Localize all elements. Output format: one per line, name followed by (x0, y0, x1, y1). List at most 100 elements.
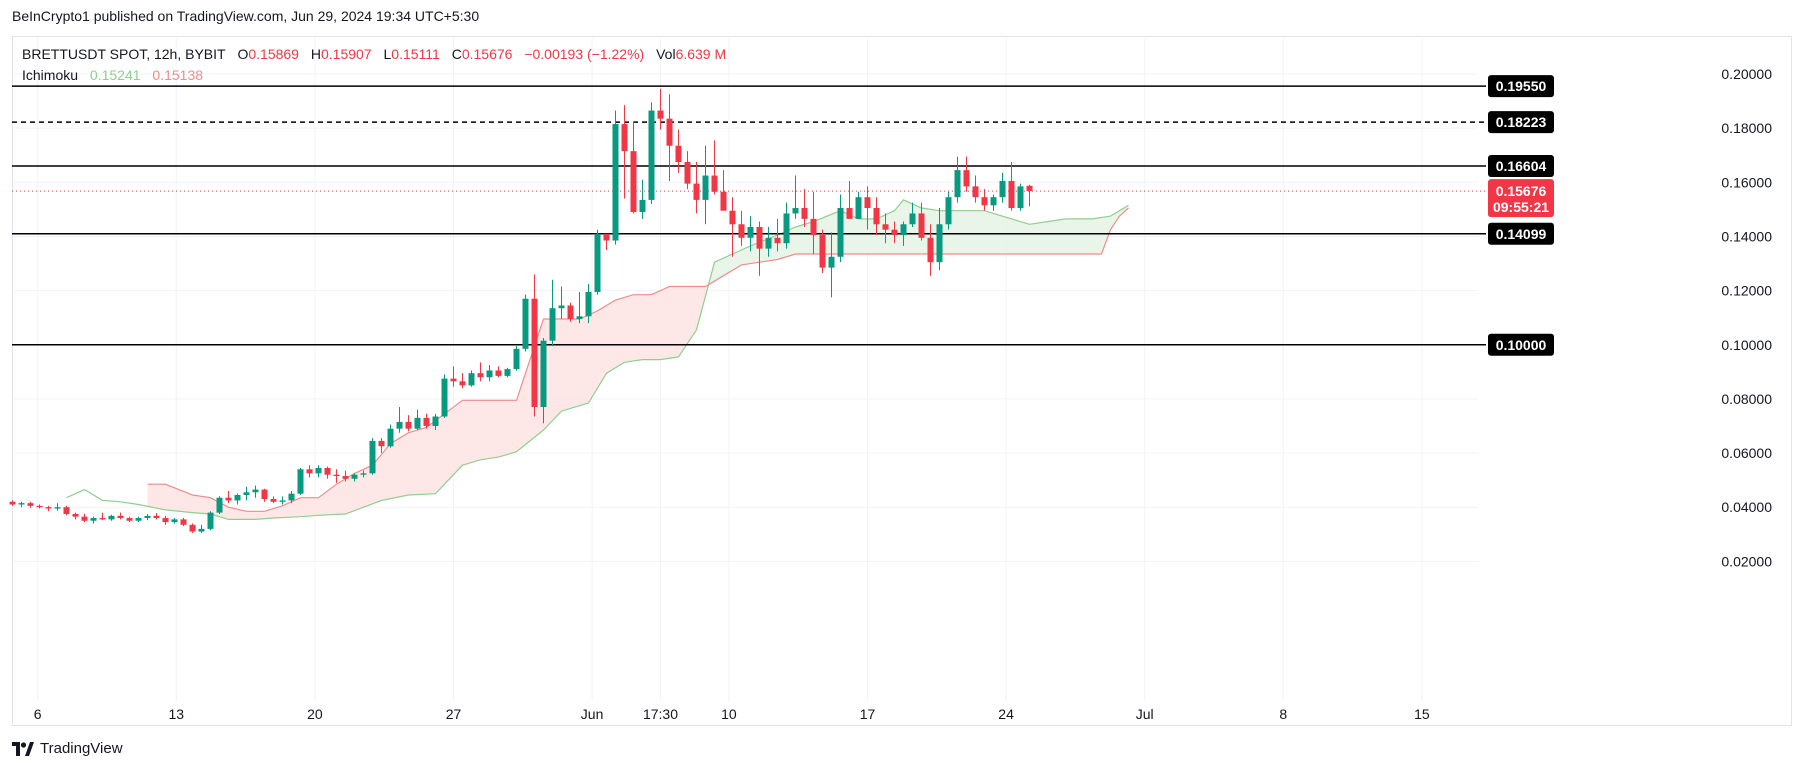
candle[interactable] (288, 490, 295, 504)
candle[interactable] (36, 504, 43, 509)
candle[interactable] (216, 496, 223, 514)
candle[interactable] (675, 129, 682, 173)
candle[interactable] (918, 202, 925, 241)
candle[interactable] (108, 514, 115, 521)
candle[interactable] (297, 467, 304, 496)
candle[interactable] (882, 213, 889, 244)
candle[interactable] (765, 226, 772, 257)
candle[interactable] (351, 473, 358, 482)
candle[interactable] (387, 424, 394, 448)
candle[interactable] (54, 503, 61, 511)
candle[interactable] (927, 224, 934, 276)
candle[interactable] (702, 145, 709, 225)
candle[interactable] (1026, 184, 1033, 207)
candle[interactable] (855, 191, 862, 219)
candle[interactable] (225, 490, 232, 504)
candle[interactable] (333, 469, 340, 483)
candle[interactable] (423, 413, 430, 429)
candle[interactable] (189, 523, 196, 533)
candle[interactable] (621, 105, 628, 199)
candle[interactable] (243, 486, 250, 501)
candle[interactable] (279, 496, 286, 505)
candle[interactable] (441, 374, 448, 418)
candle[interactable] (972, 175, 979, 203)
candle[interactable] (477, 362, 484, 382)
candle[interactable] (612, 110, 619, 245)
candle[interactable] (63, 505, 70, 516)
candle[interactable] (270, 496, 277, 504)
candle[interactable] (846, 180, 853, 219)
candle[interactable] (198, 524, 205, 533)
candle[interactable] (405, 415, 412, 432)
candle[interactable] (261, 488, 268, 502)
candle[interactable] (27, 501, 34, 508)
candle[interactable] (756, 221, 763, 276)
candle[interactable] (495, 366, 502, 378)
candle[interactable] (954, 156, 961, 203)
candle[interactable] (585, 283, 592, 324)
candle[interactable] (414, 409, 421, 431)
candle[interactable] (324, 466, 331, 479)
candle[interactable] (342, 470, 349, 482)
candle[interactable] (945, 191, 952, 230)
candle[interactable] (9, 500, 16, 506)
candle[interactable] (72, 512, 79, 520)
candle[interactable] (666, 94, 673, 181)
candle[interactable] (180, 518, 187, 527)
candle[interactable] (360, 470, 367, 478)
candle[interactable] (567, 302, 574, 322)
candle[interactable] (90, 516, 97, 524)
candle[interactable] (558, 286, 565, 320)
candle[interactable] (603, 233, 610, 250)
candle[interactable] (747, 216, 754, 252)
candle[interactable] (468, 370, 475, 387)
candle[interactable] (999, 172, 1006, 203)
candle[interactable] (144, 513, 151, 521)
candle[interactable] (891, 221, 898, 244)
candle[interactable] (729, 197, 736, 257)
candle[interactable] (153, 513, 160, 520)
candle[interactable] (450, 366, 457, 387)
candle[interactable] (801, 189, 808, 227)
candle[interactable] (396, 407, 403, 433)
candle[interactable] (486, 365, 493, 382)
candle[interactable] (522, 294, 529, 352)
candle[interactable] (369, 438, 376, 475)
candle[interactable] (873, 197, 880, 236)
candle[interactable] (639, 179, 646, 219)
candle[interactable] (648, 102, 655, 204)
candle[interactable] (459, 373, 466, 389)
candle[interactable] (252, 485, 259, 498)
candle[interactable] (234, 493, 241, 505)
candle[interactable] (693, 161, 700, 214)
candle[interactable] (594, 229, 601, 295)
candle[interactable] (990, 194, 997, 211)
candle[interactable] (531, 274, 538, 417)
candle[interactable] (819, 229, 826, 274)
chart-frame[interactable] (12, 36, 1792, 726)
candle[interactable] (540, 337, 547, 424)
candle[interactable] (207, 511, 214, 531)
candle[interactable] (135, 516, 142, 523)
candle[interactable] (783, 202, 790, 249)
candle[interactable] (117, 512, 124, 520)
candle[interactable] (513, 346, 520, 371)
candle[interactable] (657, 88, 664, 130)
candle[interactable] (315, 465, 322, 478)
candle[interactable] (900, 221, 907, 246)
candle[interactable] (963, 156, 970, 192)
candle[interactable] (774, 218, 781, 252)
candle[interactable] (81, 513, 88, 523)
symbol-title[interactable]: BRETTUSDT SPOT, 12h, BYBIT (22, 46, 226, 62)
candle[interactable] (720, 170, 727, 211)
candle[interactable] (1017, 183, 1024, 211)
candle[interactable] (810, 191, 817, 255)
candle[interactable] (936, 208, 943, 271)
candle[interactable] (18, 501, 25, 508)
candle[interactable] (828, 232, 835, 298)
candle[interactable] (378, 438, 385, 454)
candle[interactable] (576, 291, 583, 324)
candle[interactable] (711, 140, 718, 195)
candle[interactable] (549, 279, 556, 347)
candle[interactable] (837, 194, 844, 263)
